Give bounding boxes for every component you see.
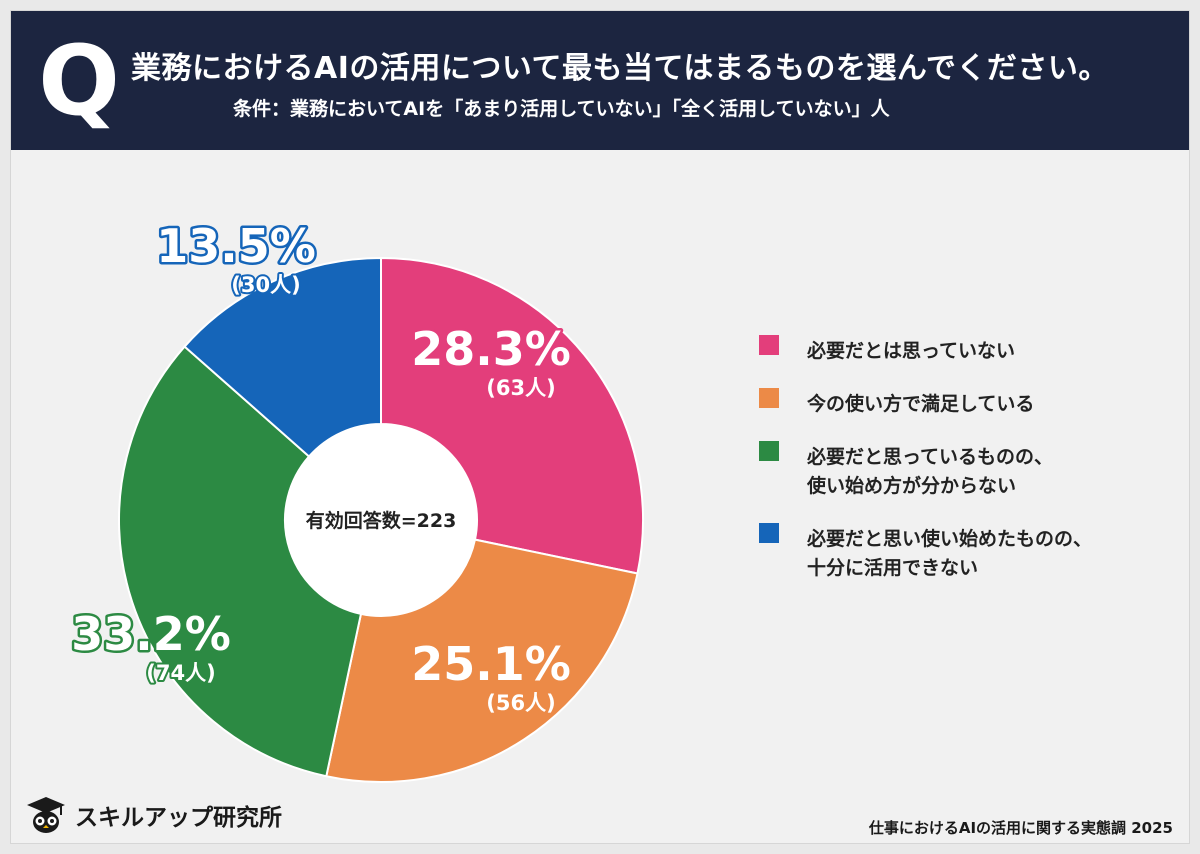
slice-percent-label: 28.3%	[411, 322, 571, 376]
owl-graduate-icon	[27, 797, 65, 833]
legend-item: 必要だと思い使い始めたものの、 十分に活用できない	[759, 521, 1179, 587]
donut-hole	[285, 424, 477, 616]
slice-percent-label: 25.1%	[411, 637, 571, 691]
legend-label: 必要だとは思っていない	[807, 340, 1016, 362]
question-condition: 条件：業務においてAIを「あまり活用していない」「全く活用していない」人	[233, 98, 890, 120]
chart-legend: 必要だとは思っていない 今の使い方で満足している 必要だと思っているものの、 使…	[759, 335, 1179, 611]
donut-chart: 有効回答数=223 28.3%(63人) 25.1%(56人) 33.2%(74人) 1…	[69, 217, 644, 783]
slice-count-label: (30人)	[231, 273, 300, 297]
legend-swatch-blue	[759, 523, 779, 543]
legend-swatch-orange	[759, 388, 779, 408]
brand-logo: スキルアップ研究所	[25, 795, 282, 835]
legend-label-line2: 使い始め方が分からない	[807, 475, 1017, 497]
infographic-frame: Q 業務におけるAIの活用について最も当てはまるものを選んでください。 条件：業…	[10, 10, 1190, 844]
legend-item: 今の使い方で満足している	[759, 386, 1179, 423]
center-total-label: 有効回答数=223	[306, 509, 457, 532]
slice-percent-label: 13.5%	[156, 219, 316, 273]
legend-swatch-green	[759, 441, 779, 461]
legend-label-line2: 十分に活用できない	[807, 557, 979, 579]
legend-label: 今の使い方で満足している	[807, 393, 1035, 415]
legend-label: 必要だと思っているものの、	[807, 446, 1054, 468]
legend-label: 必要だと思い使い始めたものの、	[807, 528, 1093, 550]
slice-percent-label: 33.2%	[71, 607, 231, 661]
legend-swatch-pink	[759, 335, 779, 355]
question-title: 業務におけるAIの活用について最も当てはまるものを選んでください。	[131, 51, 1109, 86]
survey-source: 仕事におけるAIの活用に関する実態調 2025	[868, 819, 1173, 837]
slice-count-label: (56人)	[486, 691, 555, 715]
slice-count-label: (63人)	[486, 376, 555, 400]
question-header: Q 業務におけるAIの活用について最も当てはまるものを選んでください。 条件：業…	[11, 11, 1189, 150]
legend-item: 必要だとは思っていない	[759, 333, 1179, 370]
brand-name: スキルアップ研究所	[75, 805, 282, 831]
legend-item: 必要だと思っているものの、 使い始め方が分からない	[759, 439, 1179, 505]
q-mark-icon: Q	[38, 25, 120, 137]
slice-count-label: (74人)	[146, 661, 215, 685]
